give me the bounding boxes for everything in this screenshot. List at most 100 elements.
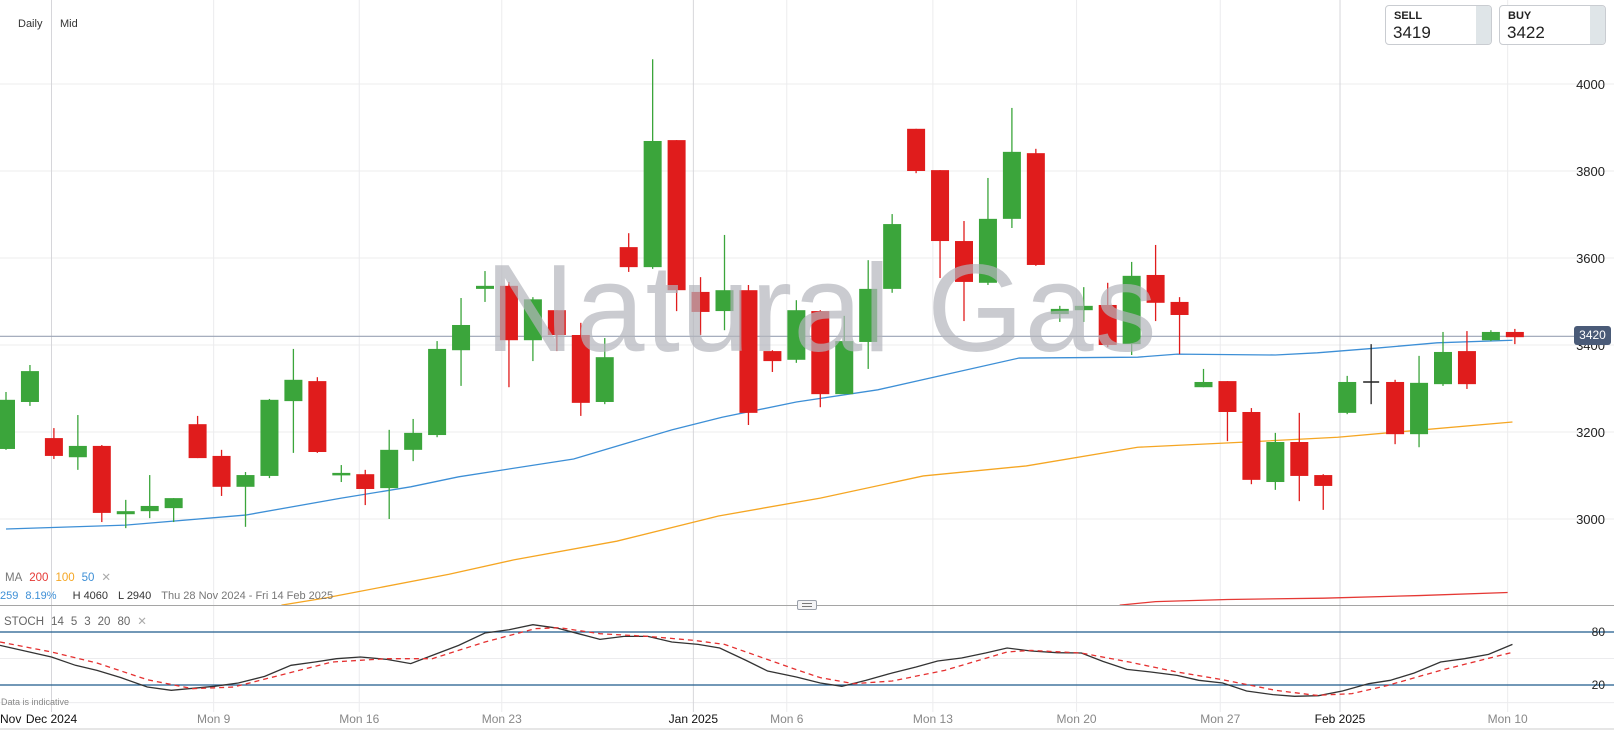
close-icon[interactable]: ✕	[101, 572, 112, 584]
candle-body	[571, 334, 590, 403]
candle-body	[0, 399, 15, 449]
candle-body	[955, 241, 973, 282]
candle	[0, 391, 15, 450]
disclaimer: Data is indicative	[1, 697, 70, 707]
candle	[859, 260, 878, 369]
candle	[1457, 331, 1476, 389]
candle	[811, 310, 830, 408]
candle	[140, 475, 159, 519]
x-axis-label: Mon 27	[1200, 712, 1240, 726]
x-axis-label: Mon 23	[482, 712, 522, 726]
candle	[188, 415, 207, 459]
candle	[643, 59, 662, 269]
candle-body	[284, 379, 303, 402]
candle-body	[452, 324, 471, 351]
candle	[44, 428, 63, 459]
y-axis-label: 3800	[1576, 164, 1605, 179]
stoch-label: STOCH	[4, 616, 45, 628]
ma-200[interactable]: 200	[29, 572, 49, 584]
candle	[212, 449, 231, 496]
candle	[1410, 355, 1429, 448]
x-axis-label: Mon 9	[197, 712, 231, 726]
candle	[1218, 381, 1237, 442]
candle	[1098, 282, 1117, 348]
candle	[164, 498, 183, 523]
candle	[978, 177, 997, 285]
stoch-k-line	[0, 624, 1513, 697]
candle	[260, 398, 279, 479]
buy-button[interactable]: BUY 3422	[1499, 5, 1606, 45]
candle	[332, 465, 351, 483]
current-price-label: 3420	[1574, 326, 1611, 345]
candle	[1290, 412, 1309, 502]
candle-body	[883, 224, 902, 289]
candle-body	[68, 445, 87, 458]
change-percent: 8.19%	[25, 590, 57, 602]
candle-body	[1505, 331, 1524, 338]
candle-body	[188, 424, 207, 459]
candle-body	[164, 498, 183, 509]
candle	[20, 365, 39, 406]
candle-body	[260, 399, 279, 476]
candle-body	[715, 290, 734, 312]
ma-label: MA	[5, 572, 23, 584]
candle	[380, 429, 399, 519]
candle	[667, 140, 686, 312]
candle	[523, 297, 542, 362]
candle-body	[1050, 308, 1069, 315]
pane-resize-handle[interactable]	[797, 600, 817, 610]
candle-body	[619, 247, 638, 268]
candle	[236, 472, 255, 527]
candle	[116, 499, 135, 529]
candle	[547, 310, 566, 352]
candle-body	[1074, 305, 1093, 311]
stoch-axis-label: 20	[1592, 678, 1606, 692]
candle	[1314, 474, 1333, 510]
candle	[284, 348, 303, 453]
info-line: 259 8.19% H 4060 L 2940 Thu 28 Nov 2024 - Fr…	[0, 590, 340, 602]
x-axis-label: Nov	[0, 712, 21, 726]
candle	[1481, 330, 1500, 342]
interval-selector[interactable]: Daily	[18, 18, 43, 30]
buy-label: BUY	[1508, 10, 1532, 22]
candle	[691, 277, 710, 335]
y-axis-label: 3200	[1576, 425, 1605, 440]
candle-body	[1146, 274, 1165, 303]
stoch-d-line	[0, 627, 1513, 696]
ma-50[interactable]: 50	[81, 572, 95, 584]
buy-strip	[1590, 6, 1605, 44]
candle-body	[978, 218, 997, 283]
candle	[1266, 432, 1285, 490]
price-type-selector[interactable]: Mid	[60, 18, 78, 30]
candle	[499, 281, 518, 388]
candle-body	[547, 310, 566, 335]
candle	[1146, 244, 1165, 322]
date-range: Thu 28 Nov 2024 - Fri 14 Feb 2025	[161, 590, 334, 602]
stoch-param: 20	[97, 616, 111, 628]
close-icon[interactable]: ✕	[137, 616, 147, 628]
ma-100[interactable]: 100	[55, 572, 75, 584]
candle	[1338, 375, 1357, 415]
x-axis-label: Jan 2025	[669, 712, 719, 726]
x-axis-label: Dec 2024	[26, 712, 78, 726]
candle-body	[1122, 275, 1141, 345]
sell-price: 3419	[1393, 23, 1431, 42]
candle	[883, 214, 902, 293]
candle	[787, 300, 806, 363]
candle	[1386, 379, 1405, 445]
candle-body	[1410, 382, 1429, 435]
candle-body	[236, 475, 255, 487]
sell-strip	[1476, 6, 1491, 44]
candle-body	[859, 288, 878, 342]
candle-body	[835, 341, 854, 395]
ma-layer	[5, 339, 1513, 605]
change-value: 259	[0, 590, 19, 602]
candle-body	[763, 351, 782, 362]
sell-button[interactable]: SELL 3419	[1385, 5, 1492, 45]
candle-body	[140, 505, 159, 512]
stoch-axis-label: 80	[1592, 625, 1606, 639]
candle	[404, 418, 423, 462]
x-axis-label: Mon 16	[339, 712, 379, 726]
candle-body	[1242, 411, 1261, 480]
